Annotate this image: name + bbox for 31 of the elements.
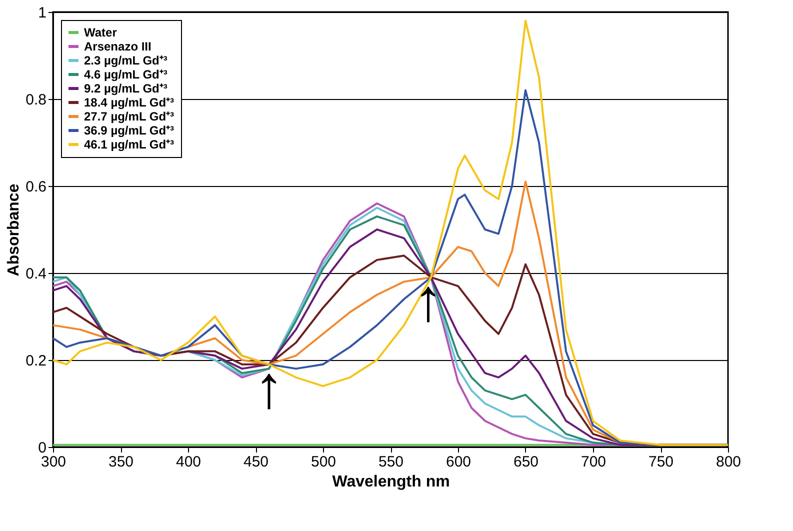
x-tick-label: 300 <box>40 454 66 470</box>
y-tick-label: 0.6 <box>26 178 46 196</box>
legend-label: 4.6 µg/mL Gd⁺³ <box>84 68 168 82</box>
x-tick-label: 600 <box>446 454 472 470</box>
x-tick-label: 550 <box>378 454 404 470</box>
y-tick-label: 0.4 <box>26 266 46 282</box>
x-tick-label: 450 <box>243 454 269 470</box>
legend-label: 27.7 µg/mL Gd⁺³ <box>84 110 174 124</box>
x-tick-label: 400 <box>176 454 202 470</box>
legend-label: 9.2 µg/mL Gd⁺³ <box>84 82 168 96</box>
legend-label: 46.1 µg/mL Gd⁺³ <box>84 138 174 152</box>
legend-label: Arsenazo III <box>84 40 152 54</box>
annotation: ↑ <box>254 353 284 420</box>
y-tick-label: 0.2 <box>26 352 46 370</box>
annotation: ↑ <box>413 266 444 334</box>
legend-label: 2.3 µg/mL Gd⁺³ <box>84 54 168 68</box>
legend-label: 18.4 µg/mL Gd⁺³ <box>84 96 174 110</box>
x-axis-title: Wavelength nm <box>332 474 450 490</box>
legend-label: Water <box>84 26 118 40</box>
x-tick-label: 750 <box>648 454 674 470</box>
legend-label: 36.9 µg/mL Gd⁺³ <box>84 124 174 138</box>
y-tick-label: 1 <box>38 4 46 22</box>
y-tick-label: 0 <box>38 440 46 456</box>
x-tick-label: 500 <box>310 454 336 470</box>
x-tick-label: 700 <box>580 454 606 470</box>
x-tick-label: 800 <box>716 454 742 470</box>
line-series <box>52 20 729 446</box>
x-tick-label: 350 <box>108 454 134 470</box>
x-tick-label: 650 <box>513 454 539 470</box>
y-axis-title: Absorbance <box>6 184 23 276</box>
y-tick-label: 0.8 <box>26 92 46 108</box>
